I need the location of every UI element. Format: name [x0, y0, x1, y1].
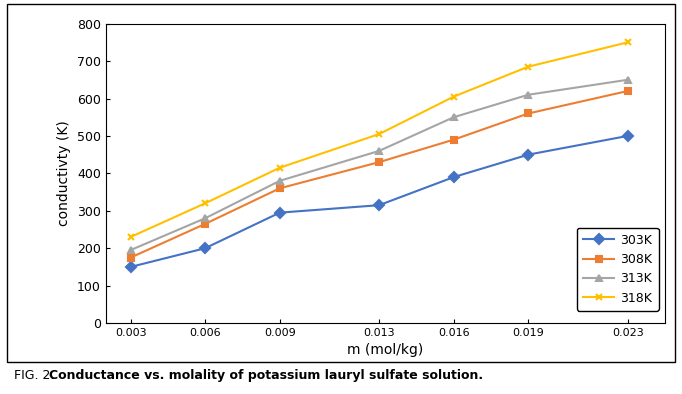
X-axis label: m (mol/kg): m (mol/kg) [347, 344, 424, 357]
303K [449, 175, 458, 180]
308K [126, 255, 134, 260]
318K [276, 165, 284, 170]
308K [276, 186, 284, 191]
308K [623, 89, 632, 93]
303K [276, 210, 284, 215]
313K [623, 78, 632, 82]
308K [524, 111, 533, 116]
303K [201, 246, 209, 251]
308K [375, 160, 383, 165]
308K [201, 221, 209, 226]
313K [449, 115, 458, 120]
318K [201, 201, 209, 206]
Legend: 303K, 308K, 313K, 318K: 303K, 308K, 313K, 318K [577, 228, 659, 311]
318K [623, 40, 632, 45]
313K [126, 248, 134, 253]
Y-axis label: conductivty (K): conductivty (K) [57, 121, 72, 226]
Line: 308K: 308K [127, 87, 631, 261]
Text: FIG. 2.: FIG. 2. [14, 369, 58, 382]
303K [126, 265, 134, 269]
308K [449, 138, 458, 142]
318K [126, 235, 134, 240]
303K [623, 134, 632, 138]
318K [449, 94, 458, 99]
313K [201, 216, 209, 221]
313K [375, 149, 383, 153]
Text: Conductance vs. molality of potassium lauryl sulfate solution.: Conductance vs. molality of potassium la… [49, 369, 484, 382]
303K [524, 152, 533, 157]
318K [375, 132, 383, 136]
Line: 303K: 303K [127, 132, 631, 270]
313K [524, 93, 533, 97]
303K [375, 203, 383, 208]
313K [276, 178, 284, 183]
318K [524, 64, 533, 69]
Line: 318K: 318K [127, 39, 631, 240]
Line: 313K: 313K [127, 76, 631, 254]
